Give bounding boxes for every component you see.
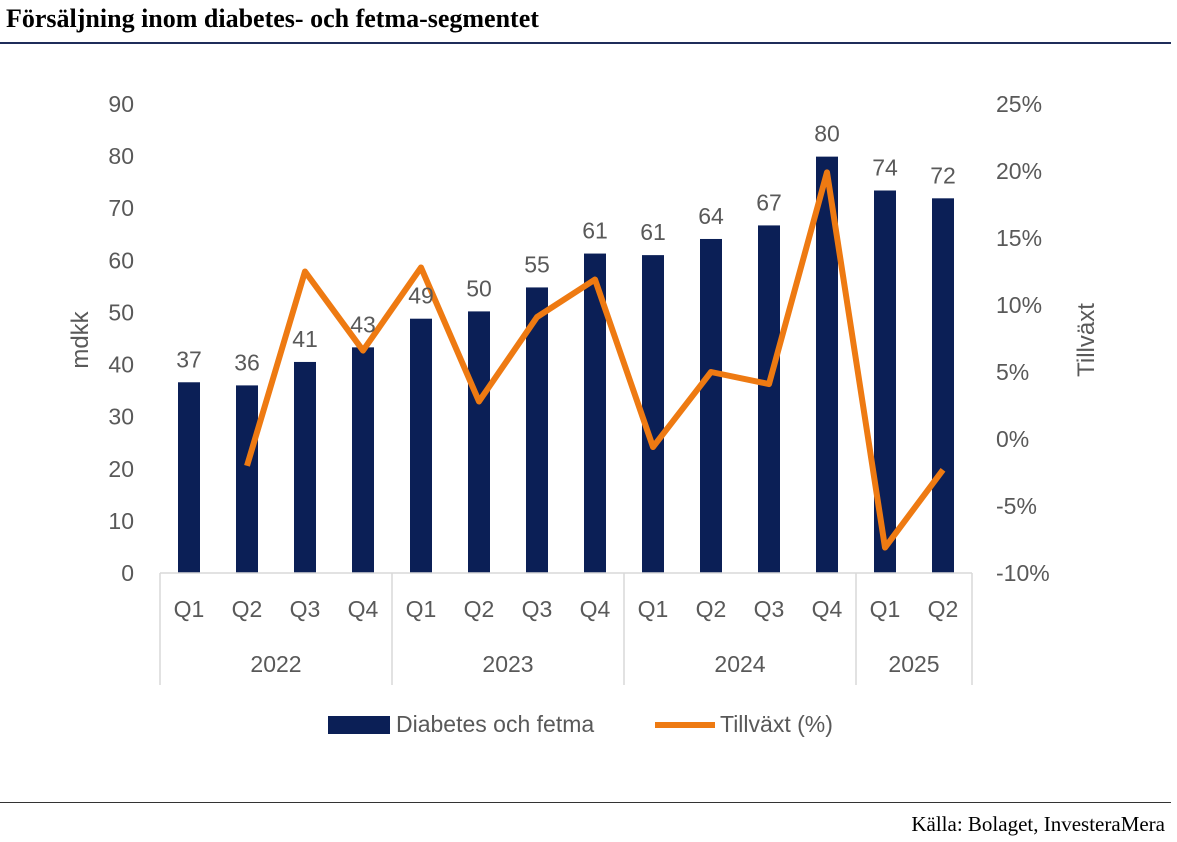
x-tick-label: Q1 <box>174 596 205 622</box>
x-group-label: 2022 <box>250 651 301 677</box>
bar <box>410 318 432 573</box>
x-tick-label: Q3 <box>754 596 785 622</box>
bar <box>816 156 838 574</box>
legend-label-bar: Diabetes och fetma <box>396 711 594 737</box>
chart-title: Försäljning inom diabetes- och fetma-seg… <box>6 4 539 33</box>
bar-data-label: 80 <box>814 121 840 147</box>
bar-data-label: 72 <box>930 162 956 188</box>
right-tick-label: 10% <box>996 292 1042 318</box>
left-tick-label: 40 <box>108 352 134 378</box>
footer-divider <box>0 802 1171 803</box>
x-tick-label: Q4 <box>812 596 843 622</box>
left-axis-label: mdkk <box>67 310 94 368</box>
bar-data-label: 41 <box>292 326 318 352</box>
right-tick-label: 20% <box>996 158 1042 184</box>
bar <box>758 225 780 573</box>
bar-data-label: 64 <box>698 203 724 229</box>
left-tick-label: 20 <box>108 456 134 482</box>
x-tick-label: Q1 <box>638 596 669 622</box>
x-tick-label: Q1 <box>870 596 901 622</box>
x-group-label: 2025 <box>888 651 939 677</box>
bar-data-label: 55 <box>524 251 550 277</box>
x-tick-label: Q2 <box>232 596 263 622</box>
right-tick-label: 5% <box>996 359 1029 385</box>
left-tick-label: 60 <box>108 247 134 273</box>
legend: Diabetes och fetma Tillväxt (%) <box>328 711 833 737</box>
bar-data-label: 43 <box>350 311 376 337</box>
legend-swatch-bar <box>328 716 390 734</box>
bar <box>932 198 954 573</box>
right-tick-label: -5% <box>996 493 1037 519</box>
bar <box>874 190 896 573</box>
bar-data-label: 74 <box>872 155 898 181</box>
bar <box>700 238 722 573</box>
legend-label-line: Tillväxt (%) <box>720 711 833 737</box>
right-tick-label: 15% <box>996 225 1042 251</box>
bar-data-label: 67 <box>756 189 782 215</box>
bar-data-label: 36 <box>234 349 260 375</box>
bar <box>236 385 258 573</box>
x-tick-label: Q3 <box>522 596 553 622</box>
bar <box>526 287 548 573</box>
right-tick-label: 0% <box>996 426 1029 452</box>
x-tick-label: Q2 <box>928 596 959 622</box>
bar <box>584 253 606 573</box>
title-divider <box>0 42 1171 44</box>
source-note: Källa: Bolaget, InvesteraMera <box>911 812 1165 836</box>
x-tick-label: Q2 <box>696 596 727 622</box>
bar-data-label: 61 <box>582 218 608 244</box>
x-group-label: 2023 <box>482 651 533 677</box>
bar <box>294 361 316 573</box>
bar <box>352 347 374 573</box>
x-tick-label: Q4 <box>580 596 611 622</box>
bar-data-label: 49 <box>408 283 434 309</box>
left-tick-label: 10 <box>108 508 134 534</box>
bar-data-label: 37 <box>176 346 202 372</box>
left-tick-label: 0 <box>121 560 134 586</box>
left-tick-label: 50 <box>108 299 134 325</box>
bar-data-label: 61 <box>640 219 666 245</box>
bar <box>468 311 490 573</box>
left-tick-label: 80 <box>108 143 134 169</box>
x-group-label: 2024 <box>714 651 765 677</box>
left-tick-label: 90 <box>108 91 134 117</box>
x-tick-label: Q2 <box>464 596 495 622</box>
x-tick-label: Q4 <box>348 596 379 622</box>
left-tick-label: 30 <box>108 404 134 430</box>
right-tick-label: 25% <box>996 91 1042 117</box>
bar-data-label: 50 <box>466 275 492 301</box>
left-tick-label: 70 <box>108 195 134 221</box>
x-tick-label: Q1 <box>406 596 437 622</box>
right-tick-label: -10% <box>996 560 1050 586</box>
bar <box>178 382 200 573</box>
x-tick-label: Q3 <box>290 596 321 622</box>
bar <box>642 255 664 573</box>
right-axis-label: Tillväxt <box>1073 303 1100 377</box>
